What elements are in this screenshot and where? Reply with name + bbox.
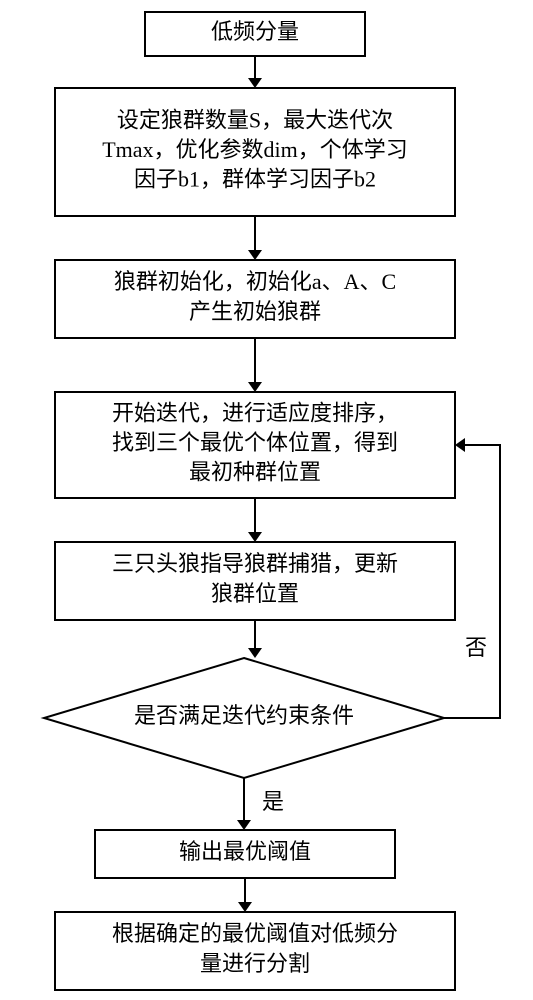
svg-text:是: 是 <box>262 789 284 814</box>
flowchart: 低频分量设定狼群数量S，最大迭代次Tmax，优化参数dim，个体学习因子b1，群… <box>0 0 533 1000</box>
svg-text:是否满足迭代约束条件: 是否满足迭代约束条件 <box>134 703 354 728</box>
svg-text:否: 否 <box>465 635 487 660</box>
svg-text:输出最优阈值: 输出最优阈值 <box>179 839 311 864</box>
svg-text:设定狼群数量S，最大迭代次Tmax，优化参数dim，个体学习: 设定狼群数量S，最大迭代次Tmax，优化参数dim，个体学习因子b1，群体学习因… <box>102 107 408 191</box>
svg-text:低频分量: 低频分量 <box>211 19 299 44</box>
